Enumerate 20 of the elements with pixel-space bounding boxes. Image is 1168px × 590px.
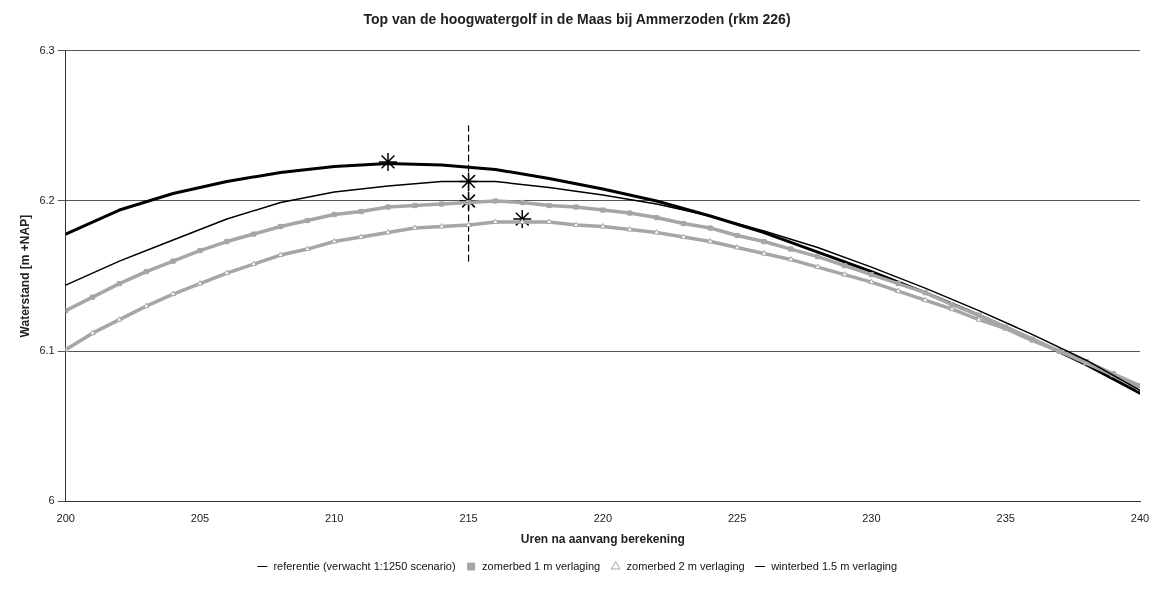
x-tick-label: 215 xyxy=(459,512,478,525)
legend-label: zomerbed 1 m verlaging xyxy=(482,559,601,572)
legend-label: referentie (verwacht 1:1250 scenario) xyxy=(273,559,456,572)
x-tick-label: 235 xyxy=(996,512,1015,525)
x-tick-label: 225 xyxy=(727,512,747,525)
legend-label: zomerbed 2 m verlaging xyxy=(626,559,745,572)
legend-label: winterbed 1.5 m verlaging xyxy=(770,559,898,572)
x-axis-title: Uren na aanvang berekening xyxy=(520,532,685,547)
x-tick-label: 220 xyxy=(593,512,613,525)
y-tick-label: 6.2 xyxy=(39,194,55,207)
chart-title: Top van de hoogwatergolf in de Maas bij Ammerzoden (rkm 226) xyxy=(363,11,791,28)
y-tick-label: 6.3 xyxy=(39,43,55,56)
y-tick-label: 6.1 xyxy=(39,344,55,357)
y-tick-label: 6 xyxy=(48,494,55,507)
x-tick-label: 205 xyxy=(190,512,210,525)
x-tick-label: 230 xyxy=(862,512,881,525)
x-tick-label: 200 xyxy=(56,512,75,525)
x-tick-label: 240 xyxy=(1130,512,1150,525)
y-axis-title: Waterstand [m +NAP] xyxy=(17,214,32,338)
x-tick-label: 210 xyxy=(325,512,344,525)
